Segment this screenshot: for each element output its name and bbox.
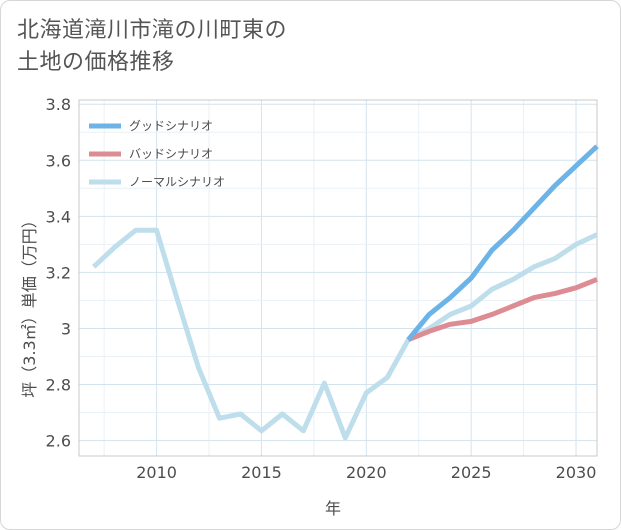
legend-item-2[interactable]: ノーマルシナリオ: [89, 175, 225, 189]
legend-label: グッドシナリオ: [129, 119, 213, 133]
series-line-1: [407, 277, 598, 343]
chart-title-line2: 土地の価格推移: [17, 50, 175, 75]
legend-item-0[interactable]: グッドシナリオ: [89, 119, 213, 133]
y-tick-label: 3: [61, 319, 71, 338]
y-tick-label: 2.6: [46, 432, 71, 451]
y-tick-label: 3.6: [46, 151, 71, 170]
chart-title-line1: 北海道滝川市滝の川町東の: [17, 18, 288, 43]
series-line-0: [406, 144, 599, 342]
y-tick-label: 3.8: [46, 95, 71, 114]
y-axis-label: 坪（3.3㎡）単価（万円）: [20, 212, 39, 397]
legend-label: ノーマルシナリオ: [129, 175, 225, 189]
y-axis-ticks: 2.6 2.8 3 3.2 3.4 3.6 3.8: [46, 95, 71, 450]
y-tick-label: 3.4: [46, 207, 71, 226]
x-tick-label: 2010: [136, 463, 177, 482]
x-tick-label: 2015: [241, 463, 282, 482]
series-line-2: [91, 227, 599, 441]
legend-label: バッドシナリオ: [129, 147, 213, 161]
x-tick-label: 2020: [346, 463, 387, 482]
chart-title: 北海道滝川市滝の川町東の 土地の価格推移: [17, 15, 397, 79]
x-tick-label: 2030: [556, 463, 597, 482]
x-axis-ticks: 2010 2015 2020 2025 2030: [136, 463, 596, 482]
x-axis-label: 年: [325, 499, 341, 518]
legend-item-1[interactable]: バッドシナリオ: [89, 147, 213, 161]
x-tick-label: 2025: [451, 463, 492, 482]
series-lines: [91, 144, 599, 441]
y-tick-label: 3.2: [46, 263, 71, 282]
y-tick-label: 2.8: [46, 376, 71, 395]
plot-frame: [78, 99, 598, 457]
